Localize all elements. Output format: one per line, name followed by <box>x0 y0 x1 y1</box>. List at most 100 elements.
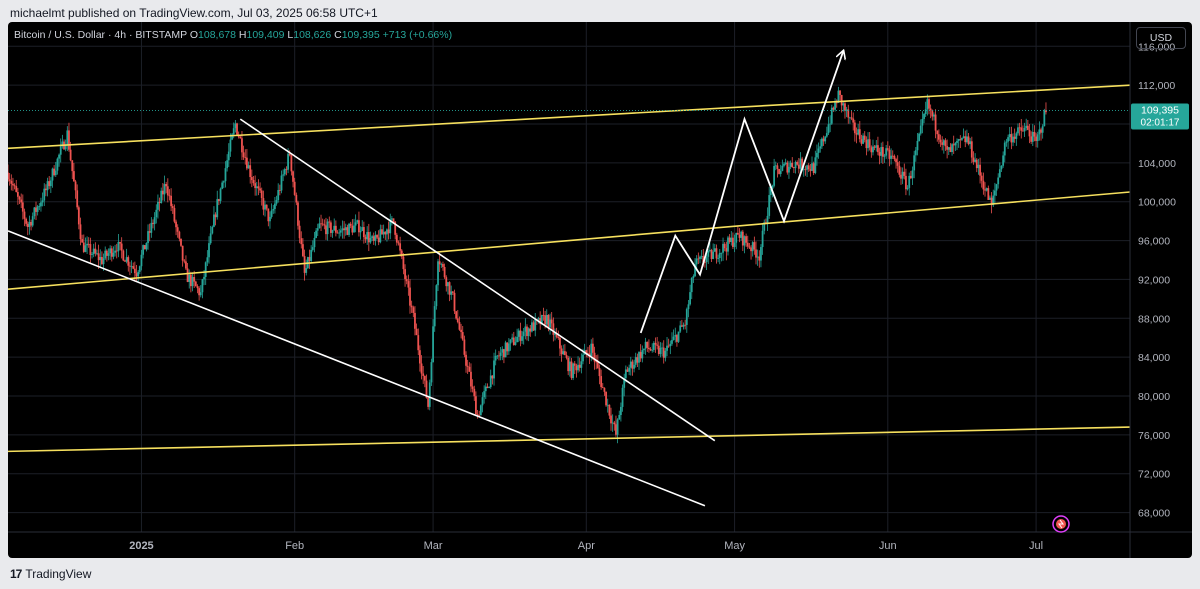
candle-body <box>873 146 876 148</box>
candle-body <box>399 243 402 251</box>
candle-body <box>979 164 981 176</box>
candle-body <box>1007 137 1009 142</box>
candle-body <box>35 207 37 212</box>
candle-body <box>1022 130 1024 132</box>
candle-body <box>1035 136 1037 142</box>
y-tick-label: 80,000 <box>1138 391 1170 403</box>
candle-body <box>447 282 449 287</box>
candle-body <box>478 415 481 417</box>
candle-body <box>593 352 596 362</box>
candle-body <box>552 323 555 335</box>
candle-body <box>669 343 672 347</box>
candle-body <box>829 123 832 125</box>
candle-body <box>550 319 553 324</box>
candle-body <box>1003 142 1006 156</box>
candle-body <box>244 157 247 158</box>
candle-body <box>715 248 718 259</box>
candle-body <box>382 231 385 235</box>
candle-body <box>193 277 196 282</box>
candle-body <box>984 189 986 191</box>
candle-body <box>615 424 617 435</box>
candle-body <box>1031 131 1034 142</box>
candle-body <box>858 129 861 140</box>
candle-body <box>710 249 713 259</box>
candle-body <box>476 414 479 416</box>
candle-body <box>127 257 130 266</box>
currency-button[interactable]: USD <box>1136 27 1186 49</box>
candle-body <box>661 347 663 349</box>
candle-body <box>163 184 166 195</box>
candle-body <box>1043 110 1046 127</box>
candle-body <box>921 118 924 126</box>
candle-body <box>336 232 339 234</box>
candle-body <box>789 162 792 167</box>
candle-body <box>542 315 545 316</box>
candle-body <box>582 354 584 362</box>
candle-body <box>751 242 754 252</box>
candle-body <box>260 190 263 199</box>
candle-body <box>415 328 418 336</box>
candle-body <box>1000 165 1003 170</box>
candle-body <box>878 152 881 156</box>
candle-body <box>791 162 794 168</box>
replay-icon[interactable] <box>1052 515 1070 533</box>
candle-body <box>862 135 864 144</box>
candle-body <box>942 140 945 145</box>
candle-body <box>150 222 153 233</box>
candle-body <box>442 264 444 267</box>
candle-body <box>79 224 82 240</box>
candle-body <box>300 238 303 245</box>
candle-body <box>1026 125 1029 130</box>
candle-body <box>463 339 466 355</box>
candle-body <box>801 158 804 170</box>
candle-body <box>1045 110 1047 113</box>
candle-body <box>643 348 645 351</box>
candle-body <box>547 314 550 328</box>
candle-body <box>906 187 909 190</box>
candle-body <box>366 232 369 240</box>
tradingview-logo-icon: 17 <box>10 567 22 581</box>
candle-body <box>137 271 140 277</box>
candle-body <box>949 147 952 153</box>
candle-body <box>946 146 949 150</box>
y-tick-label: 84,000 <box>1138 352 1170 364</box>
candle-body <box>232 128 235 135</box>
price-chart[interactable]: 68,000 72,000 76,000 80,000 84,000 88,000 92,0… <box>8 22 1192 558</box>
candle-body <box>28 221 31 227</box>
drawings <box>8 51 1130 507</box>
candle-body <box>659 347 662 355</box>
candle-body <box>344 227 347 231</box>
candle-body <box>634 357 637 365</box>
candle-body <box>885 148 888 156</box>
candle-body <box>929 108 932 111</box>
candle-body <box>761 230 764 248</box>
candle-body <box>578 364 581 368</box>
candle-body <box>293 181 296 195</box>
candle-body <box>514 342 517 345</box>
candle-body <box>743 236 746 246</box>
candle-body <box>539 318 542 325</box>
candle-body <box>755 249 757 258</box>
candle-body <box>855 133 858 135</box>
candle-body <box>872 146 874 153</box>
candle-body <box>825 133 828 137</box>
symbol-name[interactable]: Bitcoin / U.S. Dollar · 4h · BITSTAMP <box>14 29 187 41</box>
candle-body <box>957 139 960 141</box>
candle-body <box>534 319 537 331</box>
candle-body <box>412 307 415 313</box>
candle-body <box>560 348 563 355</box>
candle-body <box>687 304 690 310</box>
candle-body <box>732 237 734 247</box>
candle-body <box>267 208 270 222</box>
candle-body <box>608 404 611 416</box>
candle-body <box>381 229 383 235</box>
chart-panel[interactable]: 68,000 72,000 76,000 80,000 84,000 88,000 92,0… <box>8 22 1192 558</box>
candle-body <box>567 357 570 372</box>
candle-body <box>857 129 860 135</box>
candle-body <box>395 234 398 243</box>
candle-body <box>437 261 439 286</box>
candle-body <box>186 268 189 282</box>
candle-body <box>59 146 62 155</box>
candle-body <box>588 353 591 357</box>
candle-body <box>61 141 64 147</box>
